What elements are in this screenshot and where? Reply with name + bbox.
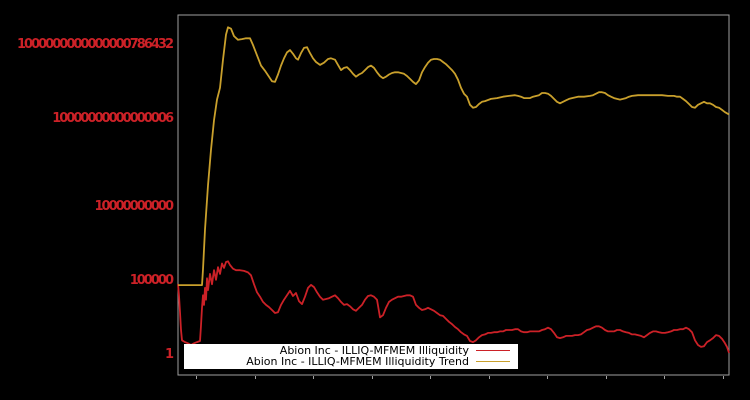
y-tick-label: 1 <box>164 347 174 363</box>
y-tick-label: 10000000000000006 <box>52 110 174 126</box>
x-tick-mark <box>664 376 665 379</box>
legend-row: Abion Inc - ILLIQ-MFMEM Illiquidity Tren… <box>184 356 518 367</box>
x-tick-mark <box>372 376 373 379</box>
x-tick-mark <box>606 376 607 379</box>
x-tick-mark <box>430 376 431 379</box>
legend-label: Abion Inc - ILLIQ-MFMEM Illiquidity Tren… <box>246 355 469 368</box>
x-tick-mark <box>196 376 197 379</box>
series-line-illiquidity-trend <box>178 26 730 287</box>
x-tick-mark <box>489 376 490 379</box>
legend-line-swatch <box>476 361 510 362</box>
plot-border <box>177 14 730 376</box>
x-tick-mark <box>547 376 548 379</box>
y-tick-label: 1000000000000000786432 <box>17 36 174 52</box>
legend: Abion Inc - ILLIQ-MFMEM Illiquidity Abion… <box>184 344 518 369</box>
x-tick-mark <box>723 376 724 379</box>
legend-row: Abion Inc - ILLIQ-MFMEM Illiquidity <box>184 345 518 356</box>
legend-label: Abion Inc - ILLIQ-MFMEM Illiquidity <box>279 344 469 357</box>
series-line-illiquidity <box>177 260 730 354</box>
y-tick-label: 10000000000 <box>94 199 174 215</box>
legend-line-swatch <box>476 350 510 351</box>
y-tick-label: 100000 <box>129 273 174 289</box>
x-tick-mark <box>255 376 256 379</box>
x-tick-mark <box>313 376 314 379</box>
